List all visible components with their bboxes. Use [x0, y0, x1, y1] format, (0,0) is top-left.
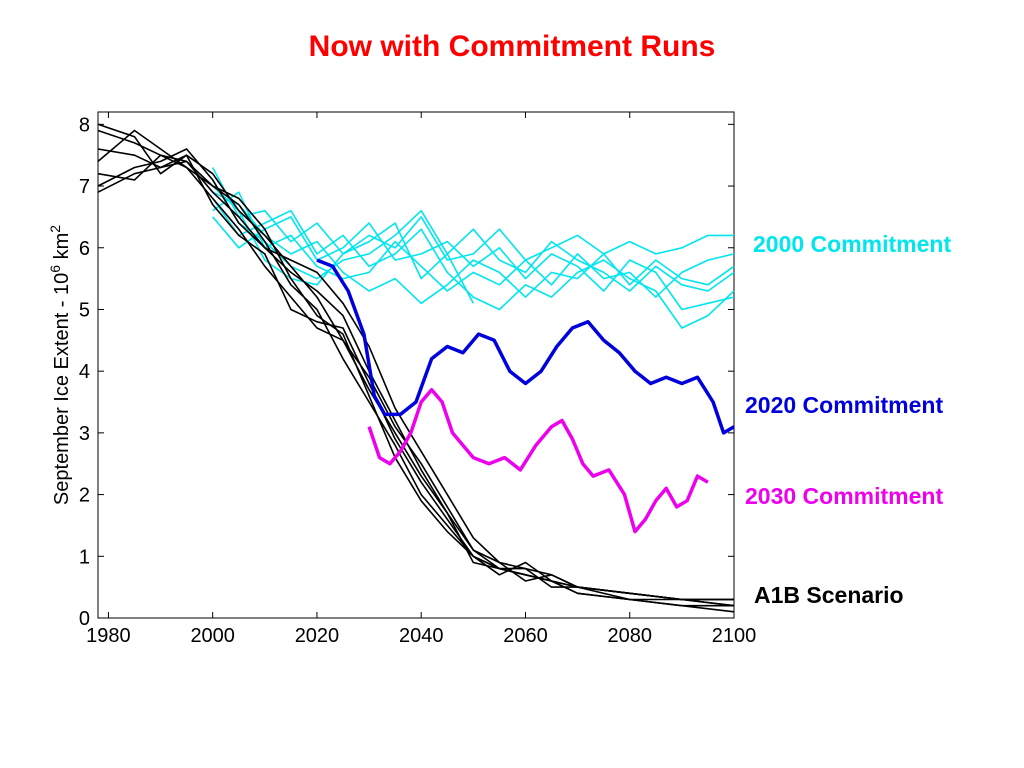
x-axis: 1980 2000 2020 2040 2060 2080 2100 [86, 112, 756, 647]
y-tick-label: 3 [79, 423, 90, 445]
x-tick-label: 2000 [190, 625, 235, 647]
y-axis-label: September Ice Extent - 106 km2 [47, 225, 73, 505]
series-line-c2000 [212, 197, 735, 329]
y-tick-label: 0 [79, 608, 90, 630]
y-tick-label: 2 [79, 485, 90, 507]
slide-title: Now with Commitment Runs [308, 30, 716, 63]
series-line-c2000 [212, 191, 735, 298]
series-line-c2000 [211, 167, 734, 261]
y-tick-label: 4 [79, 361, 90, 383]
label-2030-commitment: 2030 Commitment [745, 483, 944, 509]
x-tick-label: 2020 [295, 625, 340, 647]
y-axis: 0 1 2 3 4 5 6 7 8 [79, 114, 734, 630]
label-2020-commitment: 2020 Commitment [745, 392, 944, 418]
y-tick-label: 8 [79, 114, 90, 136]
series-line-a1b [97, 129, 735, 607]
label-2000-commitment: 2000 Commitment [753, 231, 952, 257]
x-tick-label: 2100 [712, 625, 757, 647]
series-line-c2020 [316, 258, 735, 435]
series-line-a1b [97, 148, 734, 601]
y-tick-label: 7 [79, 176, 90, 198]
plot-frame [97, 111, 735, 619]
x-tick-label: 2080 [607, 625, 652, 647]
series-line-a1b [97, 123, 735, 607]
series-line-c2030 [367, 387, 709, 534]
y-tick-label: 5 [79, 299, 90, 321]
series-layer [97, 123, 735, 613]
series-line-c2000 [212, 191, 735, 305]
y-tick-label: 1 [79, 546, 90, 568]
x-tick-label: 2040 [399, 625, 444, 647]
series-line-c2000 [212, 216, 735, 311]
x-tick-label: 1980 [86, 625, 131, 647]
series-line-c2000 [212, 185, 735, 292]
x-tick-label: 2060 [503, 625, 548, 647]
series-line-c2000 [212, 179, 475, 304]
label-a1b-scenario: A1B Scenario [754, 582, 904, 608]
y-tick-label: 6 [79, 238, 90, 260]
